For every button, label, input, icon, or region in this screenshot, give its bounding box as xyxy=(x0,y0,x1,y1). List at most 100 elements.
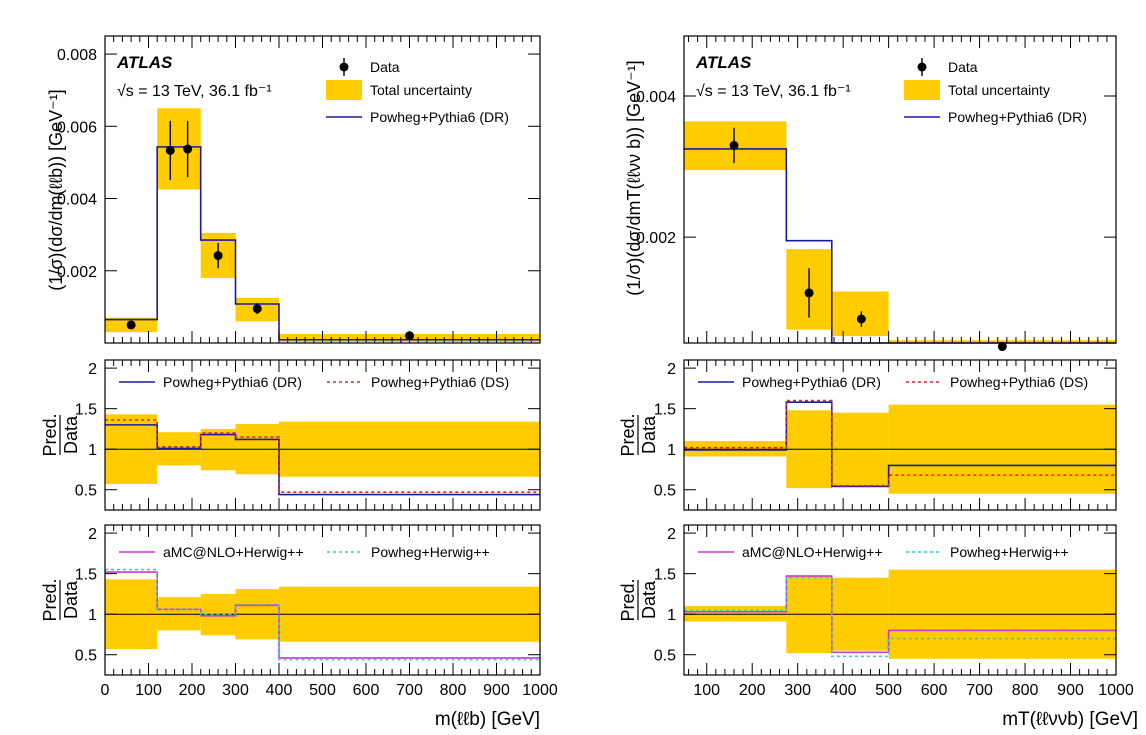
x-tick-label: 700 xyxy=(966,682,993,699)
ratio-label-denominator: Data xyxy=(61,415,81,454)
x-tick-label: 400 xyxy=(266,682,293,699)
ratio-label-numerator: Pred. xyxy=(618,578,638,621)
y-tick-label: 0.008 xyxy=(57,47,97,64)
x-tick-label: 800 xyxy=(440,682,467,699)
x-tick-label: 100 xyxy=(693,682,720,699)
data-point xyxy=(126,320,136,330)
y-tick-label: 1.5 xyxy=(75,402,97,419)
legend-label-uncertainty: Total uncertainty xyxy=(948,82,1050,98)
ratio-label-denominator: Data xyxy=(61,580,81,619)
ratio-label-numerator: Pred. xyxy=(40,578,60,621)
plot-frame xyxy=(683,359,1117,511)
series-line-powheg-pythia6-dr- xyxy=(684,148,1116,344)
x-axis-title: mT(ℓℓννb) [GeV] xyxy=(1002,709,1138,730)
y-tick-label: 2 xyxy=(88,526,97,543)
atlas-label: ATLAS xyxy=(695,53,752,72)
legend-band-swatch xyxy=(904,80,940,100)
ratio-axis-title: Pred. Data xyxy=(618,413,659,456)
uncertainty-band-bin xyxy=(831,291,889,336)
data-point xyxy=(804,288,814,298)
legend-label: Powheg+Pythia6 (DR) xyxy=(163,374,302,390)
panel-right-ratio-1 xyxy=(683,359,1117,511)
plot-frame xyxy=(683,35,1117,344)
x-tick-label: 1000 xyxy=(1098,682,1134,699)
y-axis-title: (1/σ)(dσ/dm(ℓℓb)) [GeV⁻¹] xyxy=(46,89,66,290)
y-tick-label: 0.004 xyxy=(57,192,97,209)
y-tick-label: 1 xyxy=(667,607,676,624)
y-tick-label: 0.002 xyxy=(57,264,97,281)
x-tick-label: 900 xyxy=(1057,682,1084,699)
legend-band-swatch xyxy=(326,80,362,100)
x-tick-label: 400 xyxy=(830,682,857,699)
data-point xyxy=(252,304,262,314)
series-line-powheg-herwig- xyxy=(105,568,540,661)
series-line-powheg-pythia6-dr- xyxy=(684,401,1116,488)
x-tick-label: 100 xyxy=(135,682,162,699)
panel-left-ratio-2 xyxy=(104,524,541,676)
atlas-label: ATLAS xyxy=(116,53,173,72)
legend-label-data: Data xyxy=(370,59,400,75)
ratio-axis-title: Pred. Data xyxy=(618,578,659,621)
y-tick-label: 1.5 xyxy=(654,402,676,419)
legend-label: aMC@NLO+Herwig++ xyxy=(163,544,304,560)
x-tick-label: 900 xyxy=(483,682,510,699)
ratio-axis-title: Pred. Data xyxy=(40,578,81,621)
ratio-label-denominator: Data xyxy=(639,415,659,454)
legend-label-uncertainty: Total uncertainty xyxy=(370,82,472,98)
y-tick-label: 1 xyxy=(667,442,676,459)
legend-label: Powheg+Pythia6 (DS) xyxy=(371,374,509,390)
x-tick-label: 500 xyxy=(309,682,336,699)
panel-left-main xyxy=(104,35,541,344)
legend-label-data: Data xyxy=(948,59,978,75)
x-tick-label: 0 xyxy=(101,682,110,699)
y-tick-label: 2 xyxy=(667,361,676,378)
y-tick-label: 2 xyxy=(88,361,97,378)
y-axis-title: (1/σ)(dσ/dmT(ℓℓνν b)) [GeV⁻¹] xyxy=(624,60,644,295)
x-tick-label: 600 xyxy=(353,682,380,699)
uncertainty-band-bin xyxy=(888,340,1116,343)
series-line-powheg-herwig- xyxy=(684,576,1116,658)
legend-label: Powheg+Herwig++ xyxy=(371,544,490,560)
data-point xyxy=(997,342,1007,352)
y-tick-label: 0.5 xyxy=(75,483,97,500)
x-tick-label: 800 xyxy=(1012,682,1039,699)
data-point xyxy=(213,251,223,261)
legend-label-dr: Powheg+Pythia6 (DR) xyxy=(370,109,509,125)
x-tick-label: 700 xyxy=(396,682,423,699)
y-tick-label: 1 xyxy=(88,607,97,624)
legend-label: Powheg+Pythia6 (DR) xyxy=(742,374,881,390)
y-tick-label: 2 xyxy=(667,526,676,543)
legend-label: Powheg+Pythia6 (DS) xyxy=(950,374,1088,390)
x-axis-title: m(ℓℓb) [GeV] xyxy=(435,709,540,730)
y-tick-label: 1.5 xyxy=(654,567,676,584)
plot-frame xyxy=(683,524,1117,676)
panel-left-ratio-1 xyxy=(104,359,541,511)
data-point xyxy=(729,140,739,150)
data-point xyxy=(856,314,866,324)
x-tick-label: 1000 xyxy=(522,682,558,699)
ratio-axis-title: Pred. Data xyxy=(40,413,81,456)
series-line-powheg-pythia6-dr- xyxy=(105,146,540,341)
x-tick-label: 200 xyxy=(739,682,766,699)
legend-label: Powheg+Herwig++ xyxy=(950,544,1069,560)
legend-data-marker xyxy=(339,62,349,72)
x-tick-label: 500 xyxy=(875,682,902,699)
data-point xyxy=(183,144,193,154)
panel-right-ratio-2 xyxy=(683,524,1117,676)
y-tick-label: 0.004 xyxy=(636,89,676,106)
legend-data-marker xyxy=(917,62,927,72)
y-tick-label: 0.5 xyxy=(654,648,676,665)
energy-label: √s = 13 TeV, 36.1 fb⁻¹ xyxy=(117,83,272,100)
y-tick-label: 1 xyxy=(88,442,97,459)
legend-label: aMC@NLO+Herwig++ xyxy=(742,544,883,560)
y-tick-label: 0.002 xyxy=(636,230,676,247)
legend-label-dr: Powheg+Pythia6 (DR) xyxy=(948,109,1087,125)
x-tick-label: 300 xyxy=(222,682,249,699)
y-tick-label: 0.5 xyxy=(75,648,97,665)
y-tick-label: 1.5 xyxy=(75,567,97,584)
ratio-label-numerator: Pred. xyxy=(40,413,60,456)
x-tick-label: 300 xyxy=(784,682,811,699)
ratio-label-numerator: Pred. xyxy=(618,413,638,456)
energy-label: √s = 13 TeV, 36.1 fb⁻¹ xyxy=(696,83,851,100)
